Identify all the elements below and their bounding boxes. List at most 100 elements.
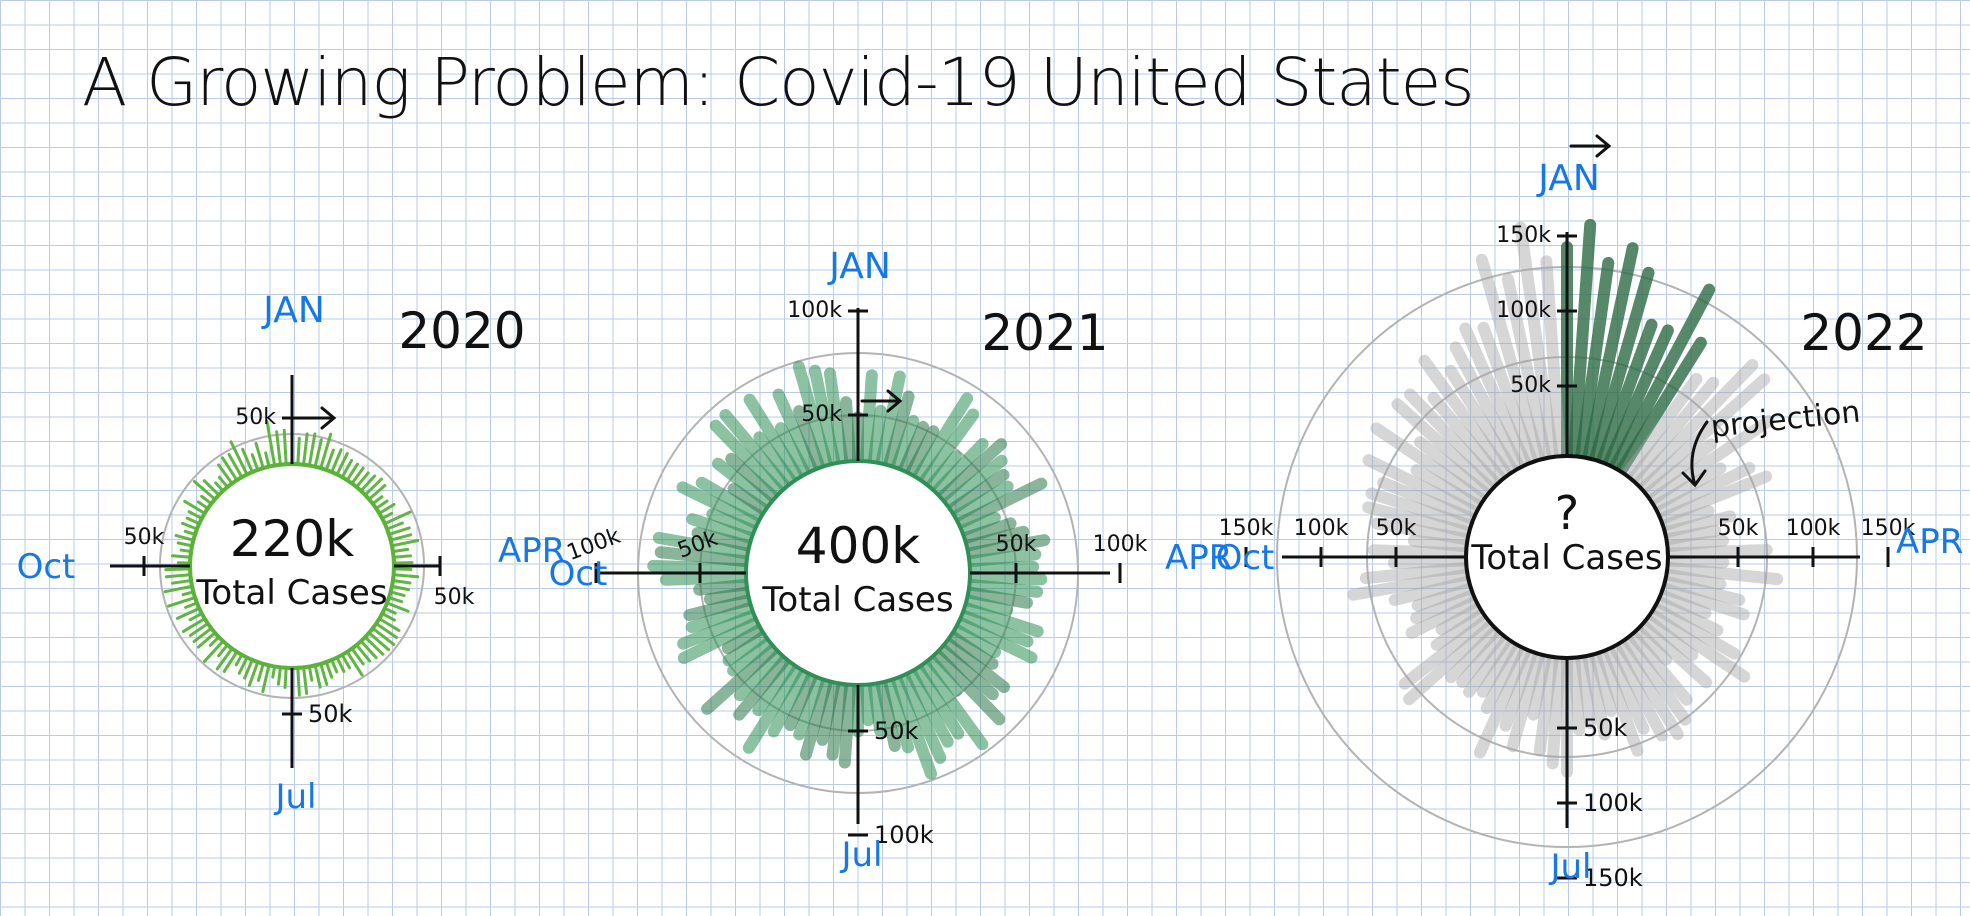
direction-arrow: [1569, 134, 1612, 158]
radial-bar: [725, 452, 781, 505]
radial-bar: [929, 437, 989, 499]
month-label-jul: Jul: [273, 777, 316, 817]
radial-bar: [350, 466, 365, 485]
radial-bar: [243, 658, 254, 680]
direction-arrow: [294, 406, 337, 430]
radial-bar: [355, 471, 370, 489]
center-value: ?: [1555, 486, 1579, 540]
radial-bar: [1614, 336, 1707, 478]
radial-bar: [391, 547, 410, 553]
month-label-apr: APR: [498, 531, 565, 571]
radial-bar: [1456, 628, 1509, 688]
radial-bar: [1588, 648, 1618, 717]
radial-bar: [196, 631, 217, 649]
radial-bar: [1370, 422, 1490, 507]
radial-bar: [377, 502, 396, 515]
radial-bar: [838, 678, 857, 769]
radial-bar: [1640, 438, 1718, 501]
radial-bar: [164, 573, 192, 579]
radial-bar: [175, 606, 201, 620]
radial-bar: [1359, 561, 1473, 585]
radial-bar: [275, 430, 282, 467]
tick-label-right: 50k: [1718, 516, 1759, 541]
radial-bar: [276, 665, 282, 686]
radial-bar: [363, 477, 383, 497]
radial-bar: [1367, 544, 1473, 560]
radial-bar: [1631, 359, 1759, 491]
radial-bar: [184, 601, 199, 609]
tick-label-top: 100k: [787, 298, 842, 323]
radial-bar: [367, 484, 387, 501]
radial-bar: [1614, 636, 1684, 741]
radial-bar: [1651, 462, 1756, 519]
month-label-oct: Oct: [549, 554, 608, 594]
radial-bar: [241, 447, 254, 474]
radial-bar: [904, 425, 940, 481]
radial-bar: [652, 531, 754, 560]
radial-chart-2020: 50k 50k 50k 50k JAN APR Jul Oct 2020 220k Total Ca…: [17, 290, 566, 817]
radial-bar: [1651, 595, 1724, 637]
radial-bar: [1660, 524, 1722, 546]
month-label-oct: Oct: [17, 547, 76, 587]
radial-bar: [1404, 388, 1503, 491]
radial-bar: [371, 626, 396, 646]
radial-bar: [1347, 568, 1474, 601]
radial-bar: [722, 629, 772, 667]
center-value: 400k: [796, 517, 920, 575]
radial-bar: [1625, 628, 1693, 706]
radial-bar: [1575, 256, 1615, 463]
radial-bar: [174, 534, 195, 542]
radial-bar: [948, 623, 1002, 659]
tick-label-left: 50k: [1376, 516, 1417, 541]
radial-bar: [890, 414, 920, 474]
radial-bar: [772, 388, 819, 477]
tick-label-bottom: 50k: [874, 717, 919, 745]
center-label: Total Cases: [1470, 538, 1662, 578]
radial-bar: [1476, 636, 1520, 698]
month-label-jul: Jul: [1548, 847, 1591, 887]
radial-bar: [734, 647, 787, 702]
radial-bar: [963, 578, 1044, 598]
radial-bar: [948, 480, 1014, 523]
month-label-jan: JAN: [1536, 158, 1600, 199]
radial-bar: [952, 477, 1048, 530]
radial-bar: [904, 665, 954, 748]
month-label-oct: Oct: [1216, 538, 1275, 578]
radial-bar: [808, 364, 841, 470]
radial-bar: [163, 584, 194, 594]
radial-bar: [1595, 645, 1644, 757]
radial-bar: [1631, 623, 1673, 666]
radial-bar: [1625, 376, 1720, 486]
radial-bar: [1602, 643, 1650, 735]
radial-bar: [170, 579, 193, 585]
radial-bar: [659, 570, 753, 586]
radial-bar: [1608, 283, 1716, 474]
radial-bar: [391, 579, 412, 585]
radial-bar: [816, 676, 841, 746]
radial-bar: [1533, 651, 1559, 757]
radial-bar: [319, 432, 333, 470]
radial-bar: [390, 584, 411, 592]
radial-bar: [302, 432, 309, 467]
radial-bar: [695, 476, 768, 523]
radial-bar: [176, 541, 194, 548]
radial-bar: [784, 669, 819, 732]
radial-bar: [701, 641, 781, 715]
radial-bar: [264, 451, 271, 469]
center-label: Total Cases: [761, 580, 953, 620]
radial-bar: [359, 474, 377, 493]
radial-bar: [1444, 623, 1503, 684]
radial-bar: [345, 650, 364, 677]
radial-bar: [897, 420, 930, 477]
radial-bar: [793, 672, 826, 741]
radial-bar: [709, 419, 787, 499]
radial-bar: [1410, 588, 1480, 624]
radial-bar: [882, 390, 915, 472]
radial-bar: [677, 616, 764, 664]
radial-bar: [296, 436, 301, 466]
radial-bar: [753, 431, 799, 489]
radial-bar: [1514, 221, 1559, 463]
radial-bar: [1499, 645, 1539, 732]
radial-bar: [1463, 632, 1514, 698]
center-value: 220k: [230, 510, 354, 568]
